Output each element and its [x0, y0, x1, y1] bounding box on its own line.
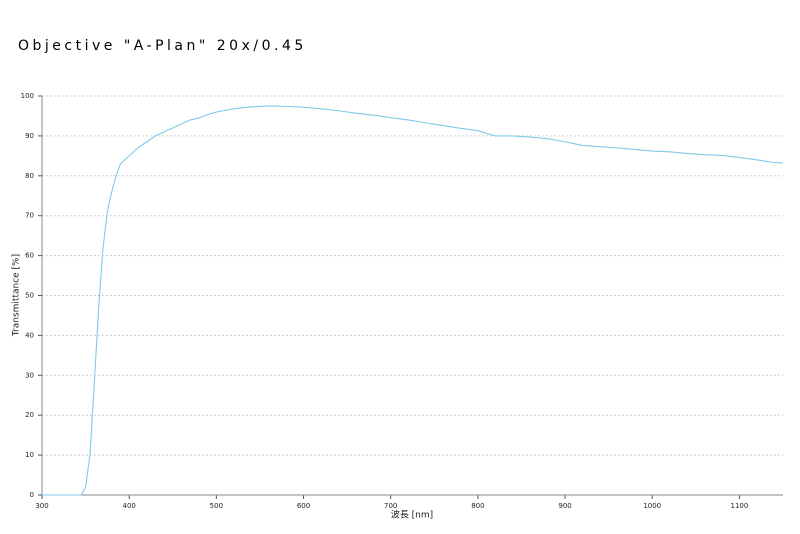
y-tick-label: 60	[25, 252, 34, 260]
x-tick-label: 500	[210, 502, 223, 510]
y-tick-label: 70	[25, 212, 34, 220]
y-tick-label: 50	[25, 292, 34, 300]
y-tick-label: 10	[25, 451, 34, 459]
data-line	[42, 105, 784, 496]
chart-title: Objective "A-Plan" 20x/0.45	[18, 38, 307, 54]
x-tick-label: 600	[297, 502, 310, 510]
y-tick-label: 80	[25, 172, 34, 180]
x-tick-label: 300	[35, 502, 48, 510]
y-tick-label: 20	[25, 411, 34, 419]
x-tick-label: 1100	[730, 502, 748, 510]
y-axis-label: Transmittance [%]	[12, 254, 22, 337]
y-tick-label: 100	[21, 92, 34, 100]
x-tick-label: 900	[558, 502, 571, 510]
y-tick-label: 40	[25, 331, 34, 339]
x-tick-label: 1000	[643, 502, 661, 510]
y-tick-label: 90	[25, 132, 34, 140]
x-tick-label: 700	[384, 502, 397, 510]
y-tick-label: 0	[30, 491, 34, 499]
y-tick-label: 30	[25, 371, 34, 379]
x-axis-label: 波長 [nm]	[391, 509, 433, 521]
x-tick-label: 400	[122, 502, 135, 510]
x-tick-label: 800	[471, 502, 484, 510]
